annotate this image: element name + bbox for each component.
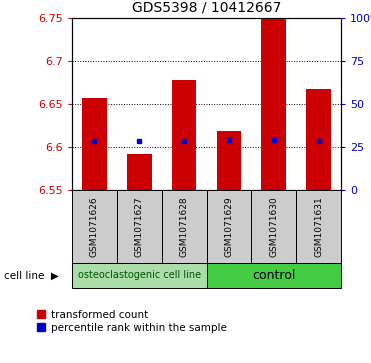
Text: cell line  ▶: cell line ▶	[4, 270, 59, 281]
Bar	[207, 263, 341, 288]
Bar	[262, 18, 286, 190]
Bar	[207, 190, 251, 263]
Bar	[117, 190, 162, 263]
Title: GDS5398 / 10412667: GDS5398 / 10412667	[132, 0, 281, 14]
Bar	[172, 80, 196, 190]
Bar	[72, 190, 117, 263]
Text: GSM1071631: GSM1071631	[314, 196, 323, 257]
Text: GSM1071628: GSM1071628	[180, 196, 188, 257]
Bar	[72, 263, 207, 288]
Legend: transformed count, percentile rank within the sample: transformed count, percentile rank withi…	[35, 308, 229, 335]
Bar	[306, 89, 331, 190]
Text: osteoclastogenic cell line: osteoclastogenic cell line	[78, 270, 201, 281]
Text: control: control	[252, 269, 295, 282]
Text: GSM1071629: GSM1071629	[224, 196, 233, 257]
Bar	[217, 131, 241, 190]
Text: GSM1071627: GSM1071627	[135, 196, 144, 257]
Bar	[162, 190, 207, 263]
Bar	[127, 154, 152, 190]
Text: GSM1071626: GSM1071626	[90, 196, 99, 257]
Bar	[296, 190, 341, 263]
Bar	[251, 190, 296, 263]
Text: GSM1071630: GSM1071630	[269, 196, 278, 257]
Bar	[82, 98, 107, 190]
